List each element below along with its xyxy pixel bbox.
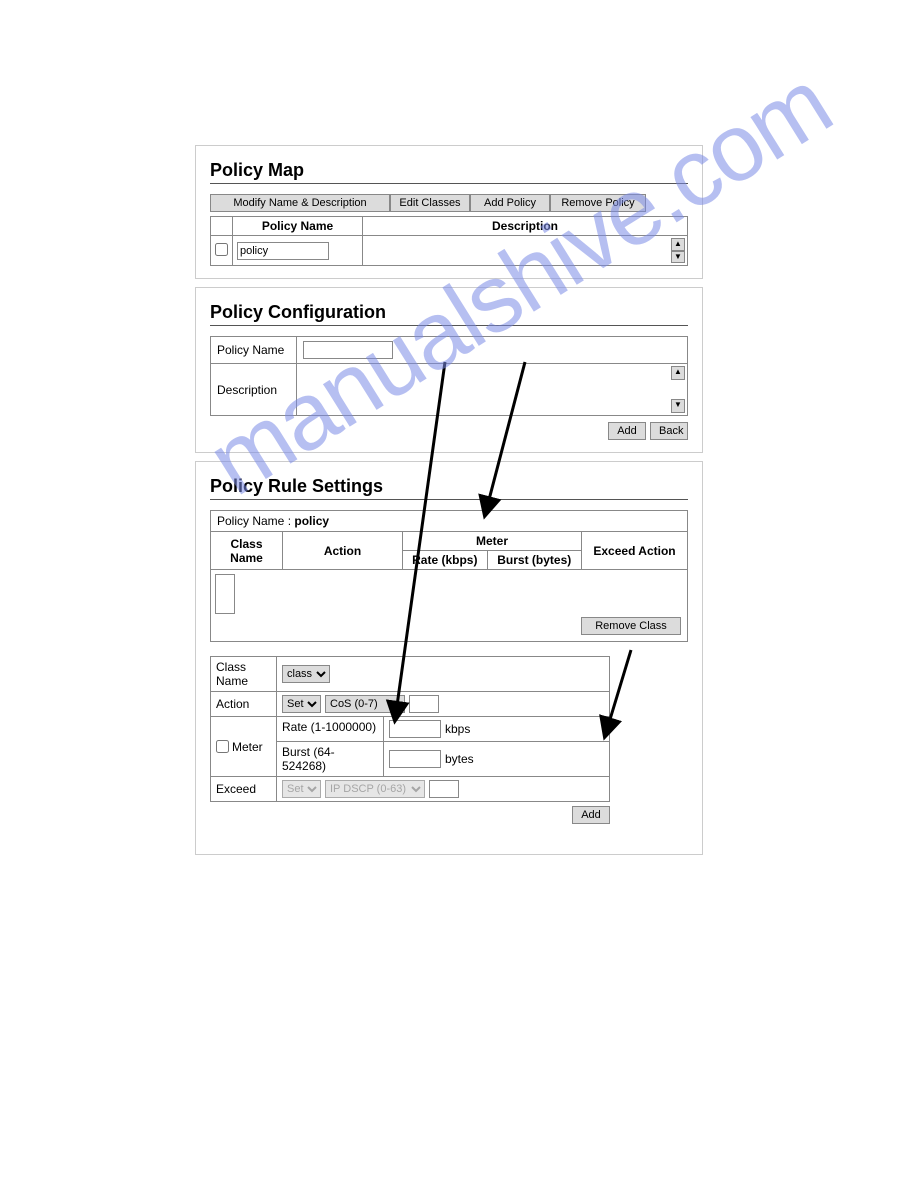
rule-list-body: Remove Class xyxy=(210,570,688,642)
policy-config-table: Policy Name Description ▲ ▼ xyxy=(210,336,688,416)
action-select[interactable]: Set xyxy=(282,695,321,713)
rate-label: Rate (1-1000000) xyxy=(277,717,383,741)
policy-map-title: Policy Map xyxy=(210,156,688,184)
meter-checkbox[interactable] xyxy=(216,740,229,753)
action-label: Action xyxy=(211,692,277,717)
exceed-type-select[interactable]: IP DSCP (0-63) xyxy=(325,780,425,798)
policy-name-header: Policy Name xyxy=(233,217,363,236)
add-policy-button[interactable]: Add Policy xyxy=(470,194,550,212)
exceed-value-input[interactable] xyxy=(429,780,459,798)
policy-name-label: Policy Name xyxy=(211,337,297,364)
policy-row-checkbox[interactable] xyxy=(215,243,228,256)
policy-name-field[interactable] xyxy=(303,341,393,359)
action-header: Action xyxy=(283,532,403,570)
scroll-up-icon[interactable]: ▲ xyxy=(671,366,685,380)
class-select[interactable]: class xyxy=(282,665,330,683)
meter-label: Meter xyxy=(232,740,263,754)
edit-classes-button[interactable]: Edit Classes xyxy=(390,194,470,212)
class-name-label: Class Name xyxy=(211,657,277,692)
action-value-input[interactable] xyxy=(409,695,439,713)
policy-rule-panel: Policy Rule Settings Policy Name : polic… xyxy=(195,461,703,855)
remove-class-button[interactable]: Remove Class xyxy=(581,617,681,635)
policy-map-panel: Policy Map Modify Name & Description Edi… xyxy=(195,145,703,279)
page-wrap: manualshive.com Policy Map Modify Name &… xyxy=(0,145,918,855)
rule-editor-table: Class Name class Action Set CoS (0-7) xyxy=(210,656,610,802)
table-row: ▲ ▼ xyxy=(211,236,688,266)
policy-map-toolbar: Modify Name & Description Edit Classes A… xyxy=(210,194,688,212)
exceed-label: Exceed xyxy=(211,777,277,802)
desc-scroll: ▲ ▼ xyxy=(671,238,685,263)
burst-input[interactable] xyxy=(389,750,441,768)
policy-name-row: Policy Name : policy xyxy=(210,510,688,531)
meter-header: Meter xyxy=(403,532,582,551)
burst-header: Burst (bytes) xyxy=(487,551,581,570)
add-row: Add xyxy=(210,806,610,824)
add-button[interactable]: Add xyxy=(608,422,646,440)
policy-name-input[interactable] xyxy=(237,242,329,260)
meter-sub-grid: Rate (1-1000000) kbps Burst (64-524268) … xyxy=(277,717,609,776)
rate-header: Rate (kbps) xyxy=(403,551,488,570)
action-type-select[interactable]: CoS (0-7) xyxy=(325,695,405,713)
policy-rule-title: Policy Rule Settings xyxy=(210,472,688,500)
rate-input[interactable] xyxy=(389,720,441,738)
modify-name-desc-button[interactable]: Modify Name & Description xyxy=(210,194,390,212)
burst-unit: bytes xyxy=(445,752,474,766)
policy-name-label: Policy Name : xyxy=(217,514,291,528)
add-rule-button[interactable]: Add xyxy=(572,806,610,824)
exceed-header: Exceed Action xyxy=(582,532,688,570)
scroll-up-icon[interactable]: ▲ xyxy=(671,238,685,251)
scroll-down-icon[interactable]: ▼ xyxy=(671,251,685,264)
policy-name-value: policy xyxy=(294,514,329,528)
remove-policy-button[interactable]: Remove Policy xyxy=(550,194,646,212)
description-label: Description xyxy=(211,364,297,416)
checkbox-header xyxy=(211,217,233,236)
policy-config-panel: Policy Configuration Policy Name Descrip… xyxy=(195,287,703,453)
policy-config-title: Policy Configuration xyxy=(210,298,688,326)
scroll-down-icon[interactable]: ▼ xyxy=(671,399,685,413)
burst-label: Burst (64-524268) xyxy=(277,741,383,776)
class-name-header: Class Name xyxy=(211,532,283,570)
desc-scroll-2: ▲ ▼ xyxy=(671,366,685,413)
policy-config-buttons: Add Back xyxy=(210,422,688,440)
rule-listbox[interactable] xyxy=(215,574,235,614)
back-button[interactable]: Back xyxy=(650,422,688,440)
exceed-select[interactable]: Set xyxy=(282,780,321,798)
policy-map-table: Policy Name Description ▲ ▼ xyxy=(210,216,688,266)
rule-table-header: Class Name Action Meter Exceed Action Ra… xyxy=(210,531,688,570)
description-header: Description xyxy=(363,217,688,236)
rate-unit: kbps xyxy=(445,722,470,736)
